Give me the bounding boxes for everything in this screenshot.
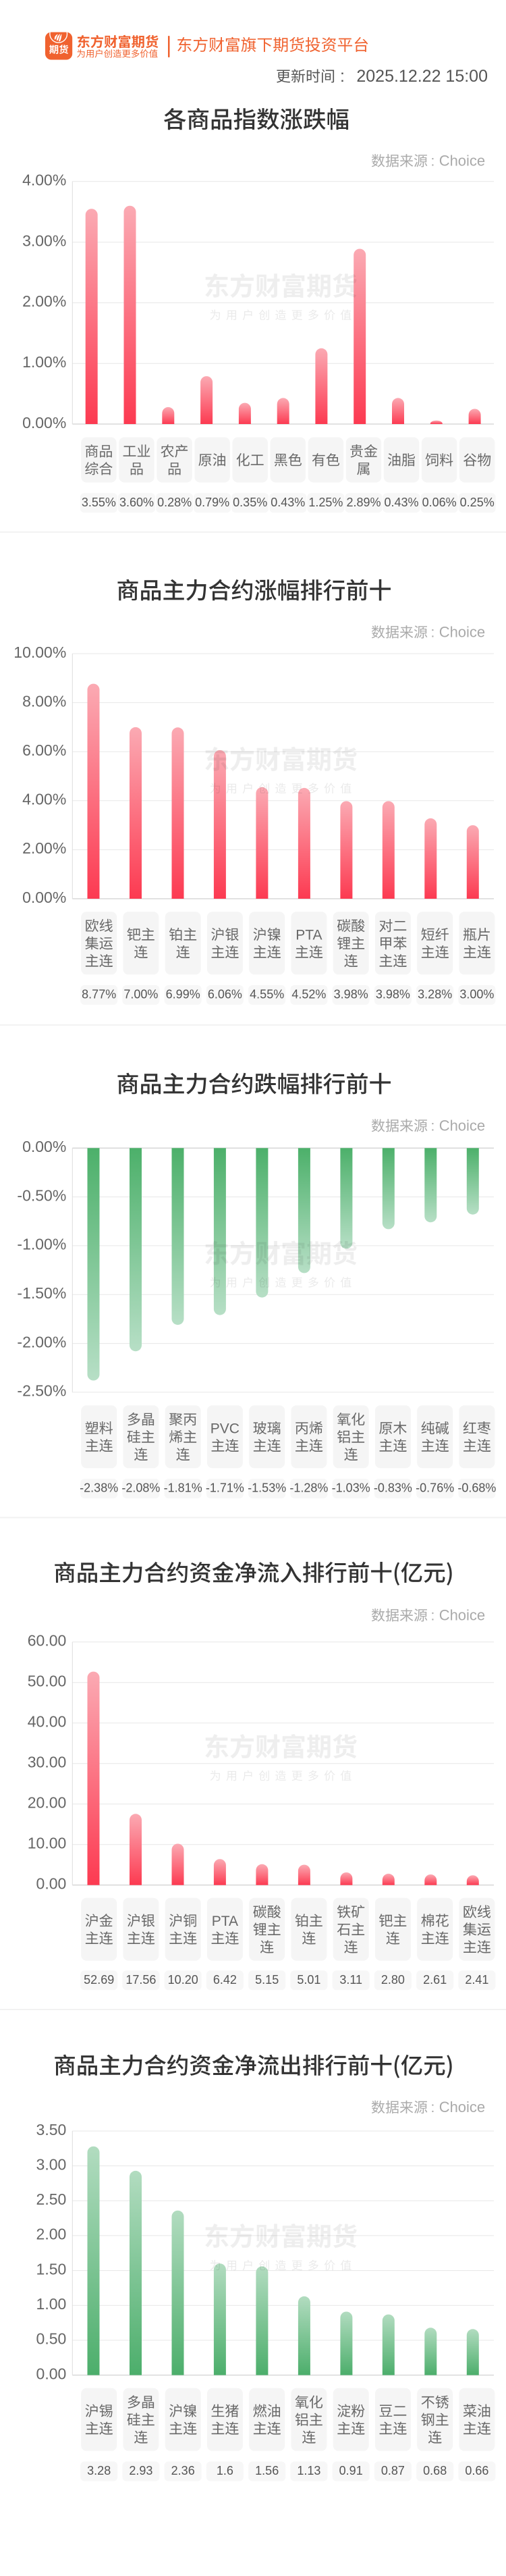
svg-text:30.00: 30.00 bbox=[28, 1754, 67, 1771]
svg-text:Choice: Choice bbox=[439, 2099, 485, 2115]
svg-text:7.00%: 7.00% bbox=[123, 988, 158, 1001]
svg-text:2.89%: 2.89% bbox=[346, 496, 381, 509]
svg-text:1.50: 1.50 bbox=[36, 2260, 67, 2278]
svg-text:8.77%: 8.77% bbox=[82, 988, 116, 1001]
svg-text:0.06%: 0.06% bbox=[422, 496, 457, 509]
svg-text::: : bbox=[431, 154, 435, 169]
svg-text:40.00: 40.00 bbox=[28, 1713, 67, 1731]
svg-text:0.91: 0.91 bbox=[339, 2464, 363, 2477]
svg-text:0.28%: 0.28% bbox=[157, 496, 192, 509]
svg-text::: : bbox=[431, 625, 435, 641]
svg-text:0.00%: 0.00% bbox=[22, 1138, 66, 1155]
svg-text:-1.53%: -1.53% bbox=[248, 1481, 286, 1495]
svg-text:0.35%: 0.35% bbox=[233, 496, 267, 509]
svg-text:4.00%: 4.00% bbox=[22, 172, 66, 189]
svg-text:2.50: 2.50 bbox=[36, 2190, 67, 2208]
svg-text:1.13: 1.13 bbox=[297, 2464, 320, 2477]
svg-text:50.00: 50.00 bbox=[28, 1673, 67, 1690]
svg-text:0.66: 0.66 bbox=[465, 2464, 488, 2477]
svg-text:Choice: Choice bbox=[439, 1607, 485, 1624]
svg-text:6.42: 6.42 bbox=[213, 1973, 237, 1987]
svg-text:2.36: 2.36 bbox=[171, 2464, 195, 2477]
svg-text:10.00: 10.00 bbox=[28, 1835, 67, 1852]
svg-text:-1.00%: -1.00% bbox=[17, 1236, 66, 1253]
svg-text:4.55%: 4.55% bbox=[250, 988, 284, 1001]
svg-text:1.00%: 1.00% bbox=[22, 353, 66, 371]
svg-text:0.00%: 0.00% bbox=[22, 889, 66, 906]
svg-text:-2.00%: -2.00% bbox=[17, 1333, 66, 1350]
svg-text:52.69: 52.69 bbox=[84, 1973, 114, 1987]
svg-text:4.52%: 4.52% bbox=[291, 988, 326, 1001]
svg-text:3.55%: 3.55% bbox=[82, 496, 116, 509]
svg-text:-1.81%: -1.81% bbox=[164, 1481, 202, 1495]
svg-text:PVC: PVC bbox=[210, 1421, 240, 1436]
svg-text:3.00: 3.00 bbox=[36, 2155, 67, 2173]
svg-text:10.00%: 10.00% bbox=[13, 643, 66, 661]
svg-text:10.20: 10.20 bbox=[168, 1973, 198, 1987]
svg-text:-2.38%: -2.38% bbox=[80, 1481, 118, 1495]
svg-text:6.00%: 6.00% bbox=[22, 741, 66, 759]
svg-text:-0.76%: -0.76% bbox=[416, 1481, 454, 1495]
svg-text:2025.12.22 15:00: 2025.12.22 15:00 bbox=[356, 67, 488, 86]
svg-text:PTA: PTA bbox=[212, 1914, 238, 1929]
svg-text:1.56: 1.56 bbox=[255, 2464, 279, 2477]
svg-text:PTA: PTA bbox=[296, 927, 322, 943]
svg-text:0.00%: 0.00% bbox=[22, 414, 66, 431]
svg-text:-2.08%: -2.08% bbox=[121, 1481, 160, 1495]
svg-text:3.28%: 3.28% bbox=[418, 988, 452, 1001]
svg-text:Choice: Choice bbox=[439, 1118, 485, 1134]
svg-text:0.87: 0.87 bbox=[381, 2464, 405, 2477]
svg-text:3.60%: 3.60% bbox=[119, 496, 154, 509]
svg-text:-1.71%: -1.71% bbox=[206, 1481, 244, 1495]
svg-text:0.00: 0.00 bbox=[36, 1875, 67, 1893]
svg-text:Choice: Choice bbox=[439, 624, 485, 641]
svg-text:0.43%: 0.43% bbox=[384, 496, 418, 509]
svg-text:0.50: 0.50 bbox=[36, 2330, 67, 2348]
svg-text:8.00%: 8.00% bbox=[22, 692, 66, 710]
svg-text:0.00: 0.00 bbox=[36, 2365, 67, 2382]
svg-text:0.25%: 0.25% bbox=[460, 496, 495, 509]
svg-text:1.00: 1.00 bbox=[36, 2295, 67, 2313]
svg-text:-1.28%: -1.28% bbox=[289, 1481, 328, 1495]
svg-text:60.00: 60.00 bbox=[28, 1632, 67, 1650]
svg-text:5.01: 5.01 bbox=[297, 1973, 320, 1987]
svg-text::: : bbox=[431, 2100, 435, 2115]
svg-text:5.15: 5.15 bbox=[255, 1973, 279, 1987]
svg-text:-1.03%: -1.03% bbox=[332, 1481, 370, 1495]
svg-text:17.56: 17.56 bbox=[125, 1973, 156, 1987]
svg-text:2.00%: 2.00% bbox=[22, 839, 66, 857]
svg-text:2.93: 2.93 bbox=[129, 2464, 152, 2477]
svg-text:2.00%: 2.00% bbox=[22, 292, 66, 310]
svg-text:3.50: 3.50 bbox=[36, 2121, 67, 2138]
svg-text:-1.50%: -1.50% bbox=[17, 1284, 66, 1302]
svg-text:-2.50%: -2.50% bbox=[17, 1382, 66, 1400]
svg-text:-0.83%: -0.83% bbox=[374, 1481, 412, 1495]
svg-text:3.00%: 3.00% bbox=[22, 232, 66, 249]
svg-text:-0.68%: -0.68% bbox=[457, 1481, 496, 1495]
svg-text:0.68: 0.68 bbox=[423, 2464, 447, 2477]
svg-text:6.06%: 6.06% bbox=[208, 988, 242, 1001]
svg-text:4.00%: 4.00% bbox=[22, 791, 66, 808]
svg-text:1.6: 1.6 bbox=[217, 2464, 233, 2477]
svg-text:1.25%: 1.25% bbox=[308, 496, 343, 509]
svg-text:0.79%: 0.79% bbox=[195, 496, 229, 509]
svg-text:Choice: Choice bbox=[439, 153, 485, 169]
svg-text:0.43%: 0.43% bbox=[271, 496, 305, 509]
svg-text:-0.50%: -0.50% bbox=[17, 1186, 66, 1204]
svg-text::: : bbox=[431, 1119, 435, 1134]
svg-text:3.98%: 3.98% bbox=[334, 988, 368, 1001]
svg-text:2.80: 2.80 bbox=[381, 1973, 405, 1987]
svg-text:20.00: 20.00 bbox=[28, 1794, 67, 1812]
svg-text:2.61: 2.61 bbox=[423, 1973, 447, 1987]
svg-text:6.99%: 6.99% bbox=[166, 988, 200, 1001]
svg-text::: : bbox=[340, 67, 345, 86]
svg-text::: : bbox=[431, 1608, 435, 1624]
svg-text:2.41: 2.41 bbox=[465, 1973, 488, 1987]
svg-text:3.98%: 3.98% bbox=[376, 988, 410, 1001]
svg-text:3.00%: 3.00% bbox=[459, 988, 494, 1001]
svg-text:3.28: 3.28 bbox=[87, 2464, 111, 2477]
svg-text:3.11: 3.11 bbox=[339, 1973, 362, 1987]
svg-text:2.00: 2.00 bbox=[36, 2226, 67, 2243]
